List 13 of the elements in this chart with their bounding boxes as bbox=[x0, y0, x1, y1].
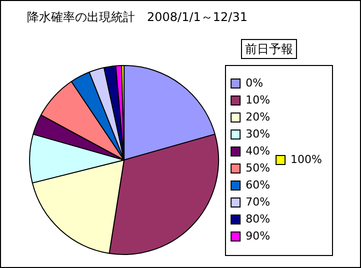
legend-label: 40% bbox=[246, 144, 270, 158]
legend-label: 30% bbox=[246, 127, 270, 140]
chart-title: 降水確率の出現統計 2008/1/1～12/31 bbox=[27, 10, 248, 25]
legend-label: 70% bbox=[246, 195, 270, 208]
legend-label: 80% bbox=[246, 212, 270, 226]
legend-label: 90% bbox=[246, 229, 270, 242]
legend-label: 100% bbox=[290, 152, 322, 166]
legend-label: 50% bbox=[246, 161, 270, 174]
legend-label: 0% bbox=[246, 76, 264, 90]
legend-label: 10% bbox=[246, 93, 270, 106]
legend-title: 前日予報 bbox=[241, 39, 297, 59]
legend-label: 60% bbox=[246, 178, 270, 192]
legend-label: 20% bbox=[246, 110, 270, 124]
